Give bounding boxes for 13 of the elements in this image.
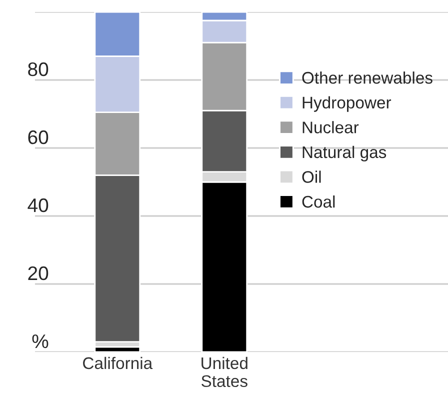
legend-label: Nuclear (302, 121, 359, 134)
y-tick-label: 80 (28, 62, 48, 76)
legend-label: Natural gas (302, 146, 386, 162)
legend-label: Oil (302, 170, 321, 183)
y-tick-label: 40 (28, 198, 48, 212)
x-tick-label: United States (202, 356, 248, 388)
y-tick-label: % (32, 334, 48, 348)
legend-label: Hydropower (302, 96, 392, 112)
legend-label: Coal (302, 195, 335, 208)
x-tick-label: California (83, 356, 153, 370)
y-tick-label: 60 (28, 130, 48, 144)
y-tick-label: 20 (28, 266, 48, 280)
legend-label: Other renewables (302, 71, 432, 84)
